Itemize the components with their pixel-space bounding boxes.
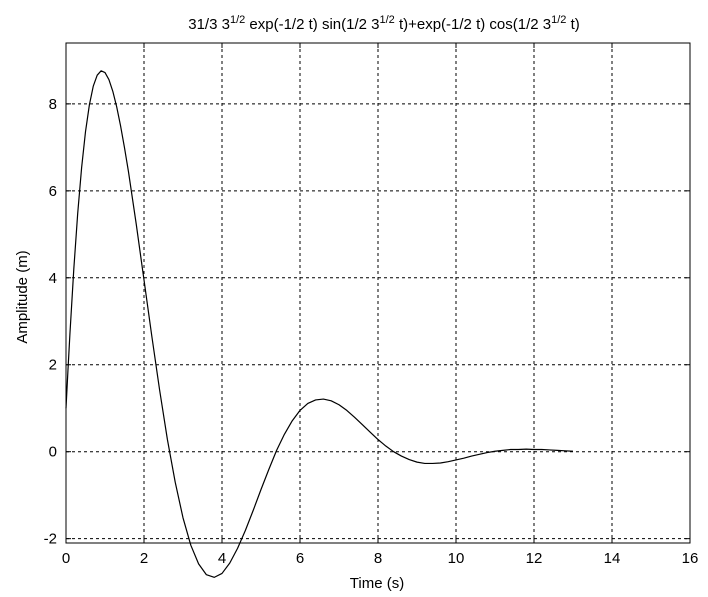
y-tick-label: 6 bbox=[49, 183, 57, 200]
x-tick-label: 16 bbox=[682, 550, 699, 567]
y-axis-label: Amplitude (m) bbox=[14, 250, 31, 343]
title-segment-6: t) bbox=[566, 16, 579, 33]
y-tick-label: 4 bbox=[49, 270, 57, 287]
series-line-0 bbox=[65, 70, 574, 578]
tick-labels: 0 2 4 6 8 10 12 14 16 -2 0 2 4 6 8 bbox=[44, 96, 699, 567]
series-layer bbox=[65, 70, 574, 578]
x-tick-label: 8 bbox=[374, 550, 382, 567]
title-segment-4: t)+exp(-1/2 t) cos(1/2 3 bbox=[395, 16, 551, 33]
x-tick-label: 12 bbox=[526, 550, 543, 567]
title-segment-5: 1/2 bbox=[551, 14, 566, 26]
chart-title: 31/3 31/2 exp(-1/2 t) sin(1/2 31/2 t)+ex… bbox=[188, 14, 580, 33]
y-tick-label: -2 bbox=[44, 531, 57, 548]
y-tick-label: 8 bbox=[49, 96, 57, 113]
title-segment-0: 31/3 3 bbox=[188, 16, 230, 33]
title-segment-1: 1/2 bbox=[230, 14, 245, 26]
tick-marks bbox=[65, 43, 691, 543]
x-tick-label: 14 bbox=[604, 550, 621, 567]
x-axis-label: Time (s) bbox=[350, 575, 404, 592]
title-segment-3: 1/2 bbox=[379, 14, 394, 26]
y-tick-label: 2 bbox=[49, 357, 57, 374]
title-segment-2: exp(-1/2 t) sin(1/2 3 bbox=[245, 16, 379, 33]
x-tick-label: 6 bbox=[296, 550, 304, 567]
x-tick-label: 4 bbox=[218, 550, 226, 567]
x-tick-label: 0 bbox=[62, 550, 70, 567]
y-tick-label: 0 bbox=[49, 444, 57, 461]
x-tick-label: 2 bbox=[140, 550, 148, 567]
x-tick-label: 10 bbox=[448, 550, 465, 567]
